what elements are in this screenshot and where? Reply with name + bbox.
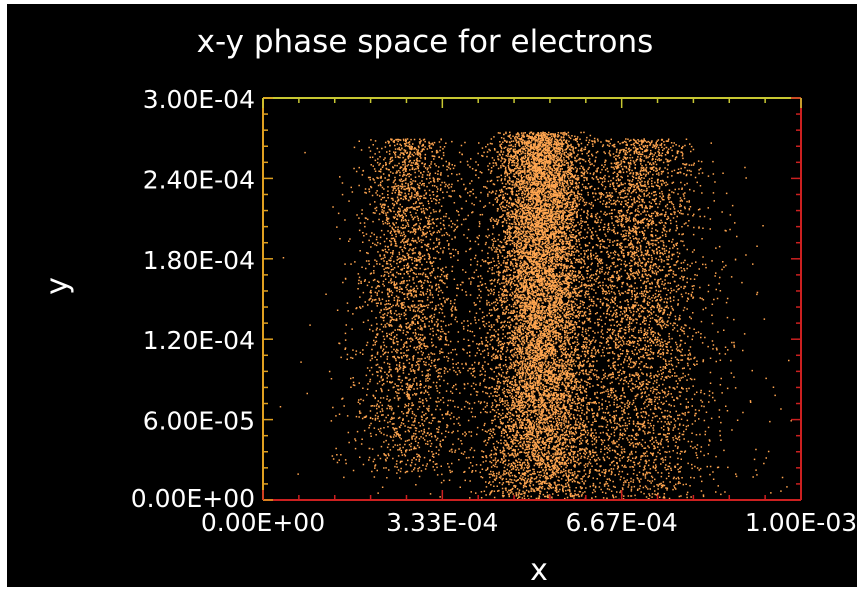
- x-tick-label: 3.33E-04: [386, 508, 498, 537]
- y-axis-label: y: [40, 277, 75, 295]
- scatter-points: [279, 131, 792, 501]
- chart-title: x-y phase space for electrons: [197, 24, 654, 60]
- y-tick-label: 2.40E-04: [143, 165, 255, 194]
- y-tick-label: 1.20E-04: [143, 326, 255, 355]
- x-axis-label: x: [530, 553, 548, 587]
- y-tick-label: 0.00E+00: [131, 484, 255, 513]
- y-tick-label: 6.00E-05: [143, 407, 255, 436]
- chart-frame: x-y phase space for electrons 0.00E+00 6.…: [7, 4, 857, 587]
- scatter-chart: x-y phase space for electrons 0.00E+00 6.…: [40, 24, 857, 587]
- x-tick-label: 6.67E-04: [566, 508, 678, 537]
- x-tick-label: 1.00E-03: [745, 508, 857, 537]
- y-tick-label: 3.00E-04: [143, 85, 255, 114]
- y-tick-label: 1.80E-04: [143, 246, 255, 275]
- x-tick-label: 0.00E+00: [201, 508, 325, 537]
- axis-ticks: 0.00E+00 6.00E-05 1.20E-04 1.80E-04 2.40E-04…: [131, 85, 857, 537]
- scatter-point-cloud: [279, 131, 792, 501]
